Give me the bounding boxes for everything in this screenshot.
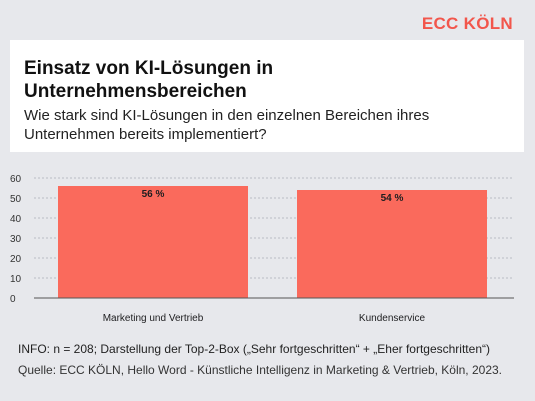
- category-label: Kundenservice: [359, 313, 426, 324]
- y-tick-label: 30: [10, 234, 22, 245]
- y-tick-label: 60: [10, 174, 22, 185]
- y-tick-label: 20: [10, 254, 22, 265]
- bars: 56 % 54 %: [58, 186, 487, 298]
- chart-title: Einsatz von KI-Lösungen in Unternehmensb…: [24, 58, 274, 102]
- y-tick-label: 50: [10, 194, 22, 205]
- category-labels: Marketing und Vertrieb Kundenservice: [103, 313, 426, 324]
- chart-subtitle: Wie stark sind KI-Lösungen in den einzel…: [24, 107, 430, 143]
- category-label: Marketing und Vertrieb: [103, 313, 204, 324]
- info-note: INFO: n = 208; Darstellung der Top-2-Box…: [18, 342, 490, 356]
- title-card: Einsatz von KI-Lösungen in Unternehmensb…: [10, 40, 524, 152]
- y-tick-label: 10: [10, 274, 22, 285]
- brand-logo: ECC KÖLN: [421, 14, 513, 33]
- bar-value-label: 56 %: [142, 189, 165, 200]
- y-axis-ticks: 0 10 20 30 40 50 60: [10, 174, 22, 305]
- bar-0: [58, 186, 248, 298]
- bar-value-label: 54 %: [381, 193, 404, 204]
- bar-chart: 0 10 20 30 40 50 60 56 % 54 % Marketing und Ver…: [10, 174, 514, 324]
- y-tick-label: 40: [10, 214, 22, 225]
- y-tick-label: 0: [10, 294, 16, 305]
- source-note: Quelle: ECC KÖLN, Hello Word - Künstlich…: [18, 363, 503, 377]
- bar-1: [297, 190, 487, 298]
